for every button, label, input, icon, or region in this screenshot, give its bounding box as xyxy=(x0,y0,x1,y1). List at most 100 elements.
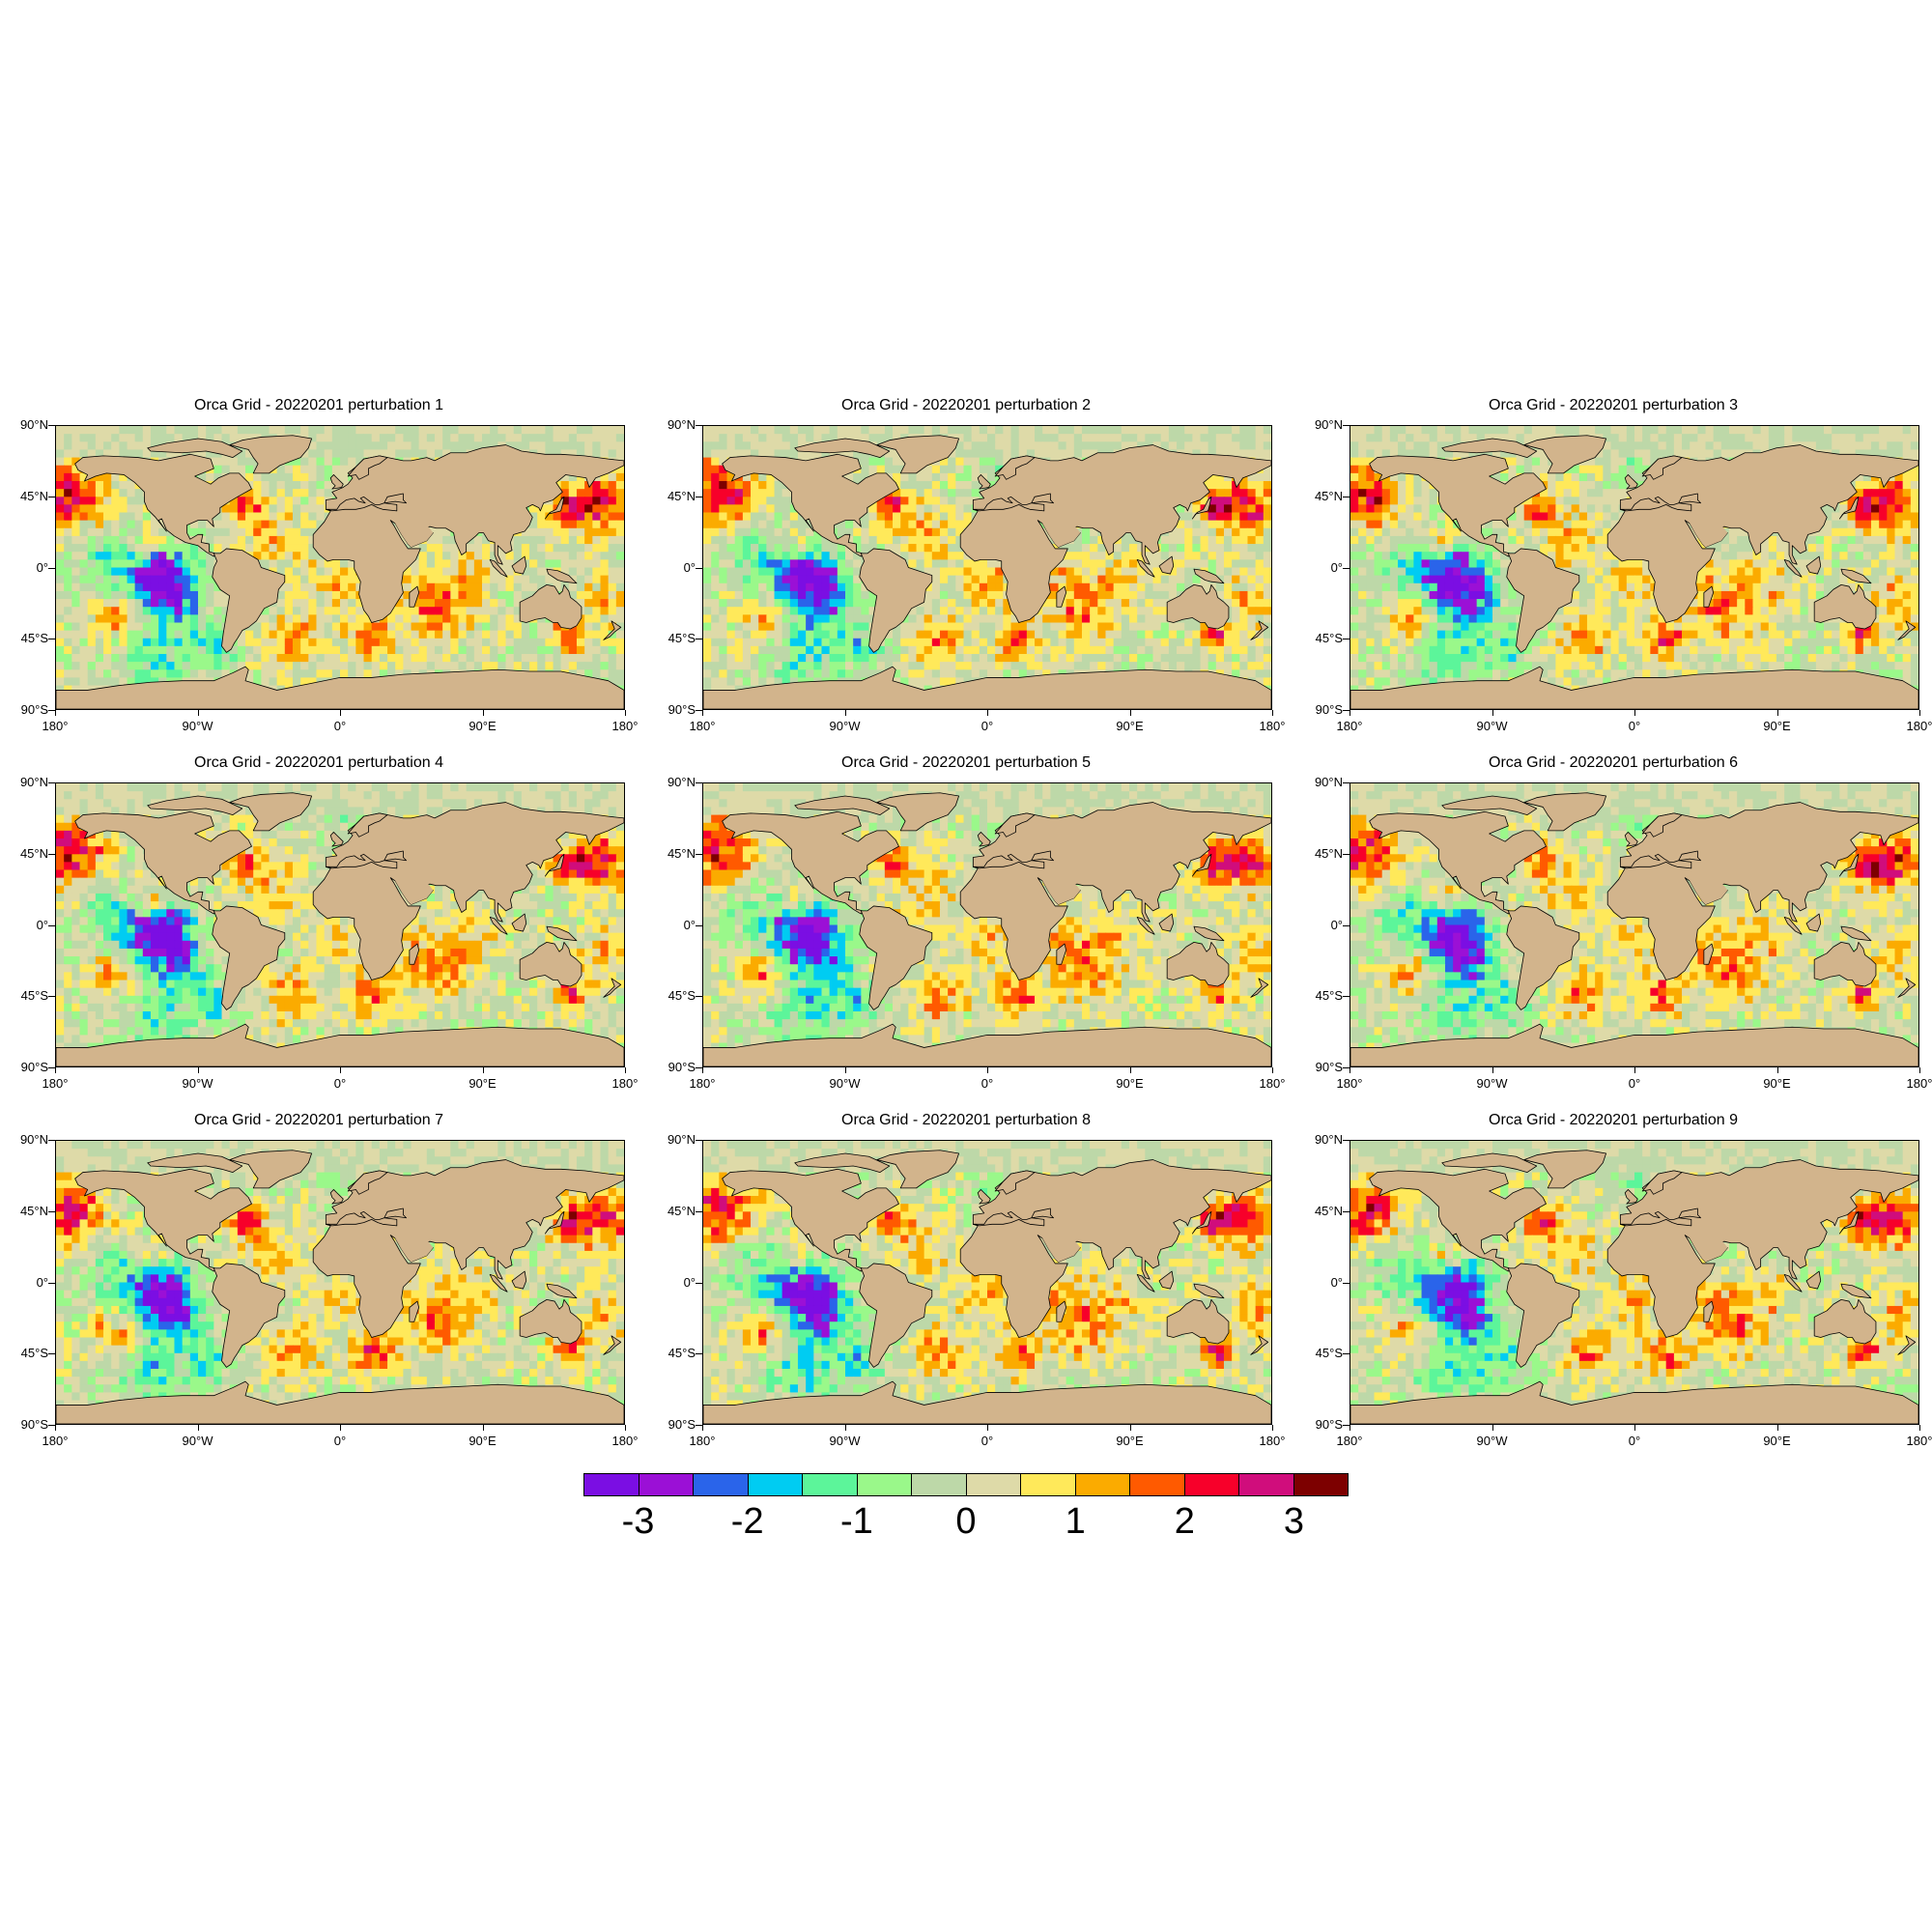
anomaly-cell xyxy=(751,607,759,615)
anomaly-cell xyxy=(751,512,759,522)
anomaly-cell xyxy=(95,434,104,442)
anomaly-cell xyxy=(568,426,578,435)
anomaly-cell xyxy=(876,497,886,506)
anomaly-cell xyxy=(751,677,759,687)
anomaly-cell xyxy=(300,630,309,639)
anomaly-cell xyxy=(158,653,167,663)
anomaly-cell xyxy=(711,622,720,632)
anomaly-cell xyxy=(1239,669,1249,679)
anomaly-cell xyxy=(490,630,498,639)
anomaly-cell xyxy=(1145,614,1154,624)
anomaly-cell xyxy=(1255,653,1264,663)
anomaly-cell xyxy=(206,552,214,560)
anomaly-cell xyxy=(726,441,736,451)
anomaly-cell xyxy=(1137,614,1146,624)
anomaly-cell xyxy=(308,607,318,615)
anomaly-cell xyxy=(971,614,980,624)
anomaly-cell xyxy=(269,630,278,639)
anomaly-cell xyxy=(411,434,420,442)
map-panel-1: Orca Grid - 20220201 perturbation 1 90°N 4… xyxy=(0,396,638,753)
anomaly-cell xyxy=(198,638,207,647)
anomaly-cell xyxy=(379,441,388,451)
anomaly-cell xyxy=(939,472,949,482)
anomaly-cell xyxy=(79,630,89,639)
anomaly-cell xyxy=(426,607,436,615)
anomaly-cell xyxy=(600,630,610,639)
anomaly-cell xyxy=(900,535,909,545)
anomaly-cell xyxy=(1160,544,1170,553)
anomaly-cell xyxy=(568,472,578,482)
anomaly-cell xyxy=(166,559,176,569)
anomaly-cell xyxy=(411,630,420,639)
anomaly-cell xyxy=(87,497,97,506)
anomaly-cell xyxy=(95,497,104,506)
anomaly-cell xyxy=(845,614,854,624)
anomaly-cell xyxy=(134,607,144,615)
anomaly-cell xyxy=(719,575,728,584)
anomaly-cell xyxy=(955,638,965,647)
anomaly-cell xyxy=(829,552,838,560)
anomaly-cell xyxy=(119,599,128,608)
anomaly-cell xyxy=(166,426,176,435)
anomaly-cell xyxy=(806,614,814,624)
anomaly-cell xyxy=(1105,575,1115,584)
anomaly-cell xyxy=(908,489,918,497)
anomaly-cell xyxy=(742,504,752,514)
anomaly-cell xyxy=(1247,520,1257,529)
anomaly-cell xyxy=(56,622,65,632)
anomaly-cell xyxy=(434,434,443,442)
anomaly-cell xyxy=(1073,662,1083,670)
anomaly-cell xyxy=(734,512,744,522)
lon-tick-label: 0° xyxy=(311,720,369,733)
anomaly-cell xyxy=(1042,607,1051,615)
anomaly-cell xyxy=(1129,645,1138,655)
anomaly-cell xyxy=(813,669,823,679)
anomaly-cell xyxy=(979,653,988,663)
anomaly-cell xyxy=(1239,527,1249,537)
anomaly-cell xyxy=(955,653,965,663)
map-frame xyxy=(702,425,1272,710)
anomaly-cell xyxy=(473,582,483,592)
anomaly-cell xyxy=(955,472,965,482)
anomaly-cell xyxy=(324,449,333,459)
anomaly-cell xyxy=(893,669,901,679)
anomaly-cell xyxy=(1073,638,1083,647)
anomaly-cell xyxy=(600,607,610,615)
anomaly-cell xyxy=(482,582,491,592)
anomaly-cell xyxy=(292,607,301,615)
anomaly-cell xyxy=(213,622,223,632)
anomaly-cell xyxy=(726,575,736,584)
anomaly-cell xyxy=(426,434,436,442)
anomaly-cell xyxy=(300,481,309,490)
anomaly-cell xyxy=(703,559,712,569)
anomaly-cell xyxy=(608,481,617,490)
anomaly-cell xyxy=(513,607,523,615)
anomaly-cell xyxy=(284,638,294,647)
anomaly-cell xyxy=(466,567,475,577)
anomaly-cell xyxy=(568,559,578,569)
anomaly-cell xyxy=(1263,630,1271,639)
anomaly-cell xyxy=(703,567,712,577)
anomaly-cell xyxy=(363,662,373,670)
anomaly-cell xyxy=(608,645,617,655)
anomaly-cell xyxy=(1255,582,1264,592)
anomaly-cell xyxy=(751,544,759,553)
anomaly-cell xyxy=(340,599,349,608)
anomaly-cell xyxy=(1050,582,1060,592)
anomaly-cell xyxy=(56,685,65,695)
anomaly-cell xyxy=(119,653,128,663)
anomaly-cell xyxy=(95,489,104,497)
anomaly-cell xyxy=(963,599,973,608)
anomaly-cell xyxy=(521,441,530,451)
anomaly-cell xyxy=(868,426,878,435)
anomaly-cell xyxy=(1105,653,1115,663)
anomaly-cell xyxy=(505,559,515,569)
anomaly-cell xyxy=(726,590,736,600)
anomaly-cell xyxy=(324,481,333,490)
anomaly-cell xyxy=(1137,552,1146,560)
anomaly-cell xyxy=(134,449,144,459)
anomaly-cell xyxy=(955,614,965,624)
anomaly-cell xyxy=(560,481,570,490)
anomaly-cell xyxy=(868,599,878,608)
anomaly-cell xyxy=(111,607,120,615)
